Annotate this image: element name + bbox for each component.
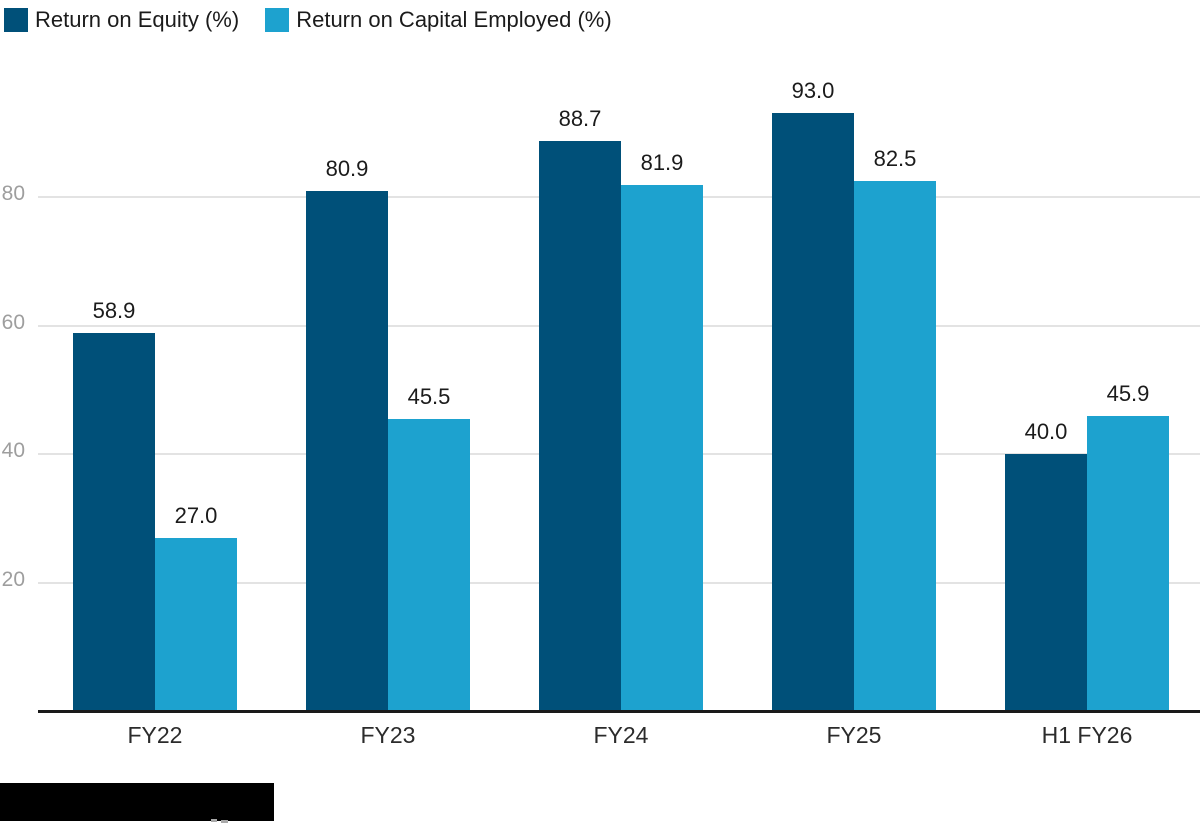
- x-tick-label-h1-fy26: H1 FY26: [1041, 722, 1133, 748]
- redaction-artifact: [211, 819, 217, 822]
- value-label-roce-fy24: 81.9: [640, 150, 684, 175]
- x-tick-label-fy23: FY23: [360, 722, 416, 748]
- y-tick-label-80: 80: [1, 181, 25, 205]
- redaction-artifact: [221, 820, 228, 823]
- y-tick-label-40: 40: [1, 439, 25, 463]
- legend: Return on Equity (%) Return on Capital Em…: [4, 7, 612, 32]
- value-label-roe-fy22: 58.9: [92, 298, 136, 323]
- value-label-roce-fy23: 45.5: [407, 384, 451, 409]
- y-tick-label-60: 60: [1, 310, 25, 334]
- value-label-roe-fy25: 93.0: [791, 78, 835, 103]
- value-label-roce-fy22: 27.0: [174, 503, 218, 528]
- legend-swatch-icon: [4, 7, 28, 32]
- bar-roe-h1-fy26: [1005, 454, 1087, 712]
- y-tick-label-20: 20: [1, 568, 25, 592]
- value-label-roce-fy25: 82.5: [873, 146, 917, 171]
- legend-swatch-icon: [265, 7, 290, 32]
- value-label-roe-h1-fy26: 40.0: [1024, 419, 1068, 444]
- bar-roe-fy25: [772, 113, 854, 712]
- bar-roce-fy25: [854, 181, 936, 712]
- bar-roce-fy24: [621, 185, 703, 712]
- x-tick-label-fy25: FY25: [826, 722, 882, 748]
- redaction-box: [0, 783, 274, 821]
- x-tick-label-fy22: FY22: [127, 722, 183, 748]
- bar-roce-fy23: [388, 419, 470, 712]
- value-label-roe-fy23: 80.9: [325, 156, 369, 181]
- value-label-roce-h1-fy26: 45.9: [1106, 381, 1150, 406]
- legend-item-roce: Return on Capital Employed (%): [265, 7, 612, 32]
- legend-label: Return on Capital Employed (%): [296, 7, 612, 32]
- bar-roce-h1-fy26: [1087, 416, 1169, 712]
- value-label-roe-fy24: 88.7: [558, 106, 602, 131]
- bar-roe-fy24: [539, 141, 621, 712]
- x-tick-label-fy24: FY24: [593, 722, 649, 748]
- bar-roe-fy22: [73, 333, 155, 712]
- x-axis-line: [38, 710, 1200, 713]
- bar-roe-fy23: [306, 191, 388, 712]
- legend-item-roe: Return on Equity (%): [4, 7, 239, 32]
- bar-roce-fy22: [155, 538, 237, 712]
- legend-label: Return on Equity (%): [35, 7, 240, 32]
